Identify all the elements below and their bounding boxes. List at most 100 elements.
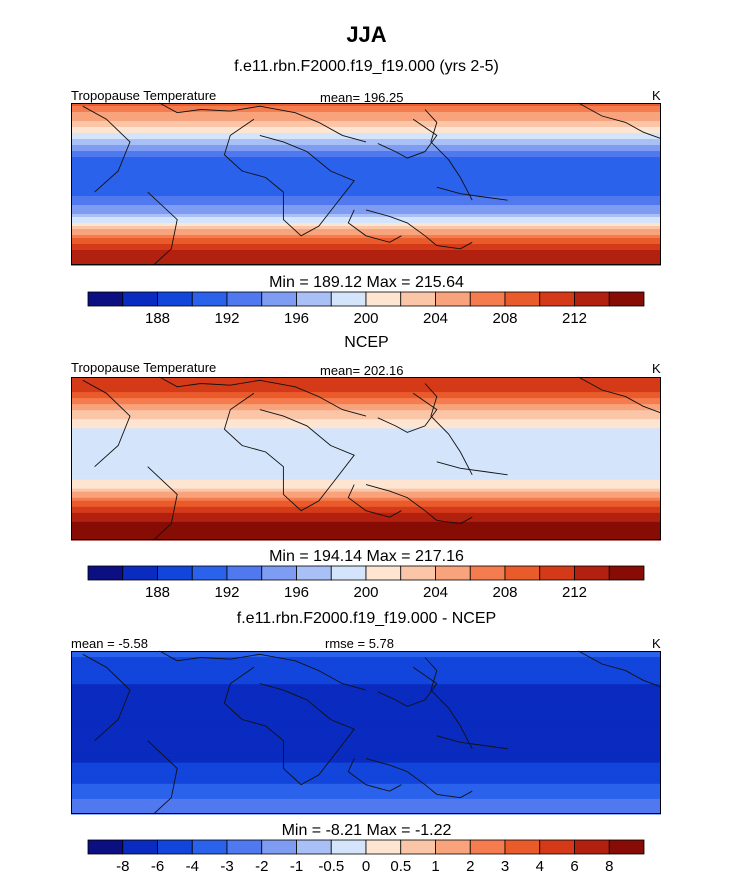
- coastline: [365, 758, 438, 795]
- colorbar-swatch: [504, 291, 541, 307]
- map-band: [71, 169, 661, 173]
- map-band: [71, 786, 661, 791]
- map-band: [71, 389, 661, 393]
- panel3-mean-label: mean = -5.58: [71, 636, 148, 651]
- map-band: [71, 747, 661, 752]
- map-band: [71, 512, 661, 517]
- coastline: [347, 758, 402, 792]
- colorbar-tick-label: -8: [116, 858, 129, 875]
- colorbar-swatch: [400, 839, 436, 855]
- coastlines: [82, 650, 662, 815]
- map-band: [71, 753, 661, 758]
- colorbar-swatch: [608, 291, 645, 307]
- map-band: [71, 777, 661, 782]
- colorbar-tick-label: 200: [353, 310, 378, 327]
- map-band: [71, 386, 661, 390]
- map-band: [71, 660, 661, 664]
- map-band: [71, 771, 661, 776]
- map-band: [71, 687, 661, 691]
- map-band: [71, 184, 661, 188]
- map-band: [71, 437, 661, 441]
- map-band: [71, 398, 661, 402]
- map-band: [71, 422, 661, 426]
- map-band: [71, 491, 661, 496]
- colorbar-tick-label: 3: [501, 858, 509, 875]
- colorbar-swatch: [296, 839, 332, 855]
- coastline: [159, 376, 231, 388]
- map-band: [71, 109, 661, 113]
- map-band: [71, 536, 661, 541]
- colorbar-swatch: [157, 565, 193, 581]
- colorbar-tick-label: -1: [290, 858, 303, 875]
- colorbar-tick-label: -4: [186, 858, 199, 875]
- panel3-rmse-label: rmse = 5.78: [325, 636, 395, 651]
- map-band: [71, 741, 661, 746]
- colorbar-tick-label: 0: [362, 858, 370, 875]
- colorbar-swatch: [157, 839, 193, 855]
- map-band: [71, 455, 661, 460]
- map-band: [71, 214, 661, 218]
- colorbar-tick-label: 4: [536, 858, 544, 875]
- map-band: [71, 145, 661, 149]
- map-band: [71, 449, 661, 454]
- panel2-colorbar: 188 192 196 200 204 208 212: [87, 565, 645, 601]
- map-band: [71, 112, 661, 116]
- map-band: [71, 732, 661, 737]
- map-band: [71, 440, 661, 445]
- panel1-mean-label: mean= 196.25: [320, 90, 404, 105]
- colorbar-swatch: [226, 291, 263, 307]
- colorbar-tick-label: 212: [562, 310, 587, 327]
- model-title: f.e11.rbn.F2000.f19_f19.000 (yrs 2-5): [234, 58, 499, 75]
- map-band: [71, 401, 661, 405]
- map-band: [71, 768, 661, 773]
- colorbar-tick-label: 2: [466, 858, 474, 875]
- panel1-minmax: Min = 189.12 Max = 215.64: [269, 274, 464, 291]
- coastline: [82, 105, 131, 193]
- colorbar-tick-label: -2: [255, 858, 268, 875]
- map-band: [71, 250, 661, 254]
- map-frame: [71, 103, 661, 265]
- coastlines: [82, 102, 662, 266]
- map-band: [71, 729, 661, 734]
- coastline: [82, 653, 131, 742]
- coastline: [230, 379, 367, 417]
- colorbar-swatch: [122, 839, 158, 855]
- map-band: [71, 756, 661, 761]
- map-band: [71, 464, 661, 469]
- map-band: [71, 521, 661, 526]
- map-band: [71, 199, 661, 203]
- colorbar-swatch: [608, 565, 645, 581]
- map-band: [71, 238, 661, 242]
- map-band: [71, 380, 661, 384]
- map-band: [71, 774, 661, 779]
- map-band: [71, 807, 661, 812]
- colorbar-tick-label: 208: [492, 584, 517, 601]
- panel3-minmax: Min = -8.21 Max = -1.22: [281, 822, 452, 839]
- colorbar-tick-label: 188: [145, 584, 170, 601]
- map-band: [71, 726, 661, 731]
- colorbar-tick-label: 188: [145, 310, 170, 327]
- map-band: [71, 506, 661, 511]
- map-band: [71, 711, 661, 715]
- map-band: [71, 494, 661, 499]
- colorbar-tick-label: 212: [562, 584, 587, 601]
- map-band: [71, 136, 661, 140]
- coastline: [377, 392, 438, 433]
- map-band: [71, 133, 661, 137]
- map-band: [71, 259, 661, 263]
- map-band: [71, 190, 661, 194]
- colorbar-swatch: [435, 839, 471, 855]
- coastline: [347, 484, 402, 518]
- map-band: [71, 657, 661, 661]
- map-band: [71, 175, 661, 179]
- map-band: [71, 166, 661, 170]
- map-band: [71, 533, 661, 538]
- map-band: [71, 669, 661, 673]
- colorbar-tick-label: 200: [353, 584, 378, 601]
- map-band: [71, 410, 661, 414]
- map-band: [71, 738, 661, 743]
- colorbar-tick-label: 196: [284, 584, 309, 601]
- coastline: [436, 461, 508, 476]
- coastline: [230, 105, 367, 143]
- map-band: [71, 470, 661, 475]
